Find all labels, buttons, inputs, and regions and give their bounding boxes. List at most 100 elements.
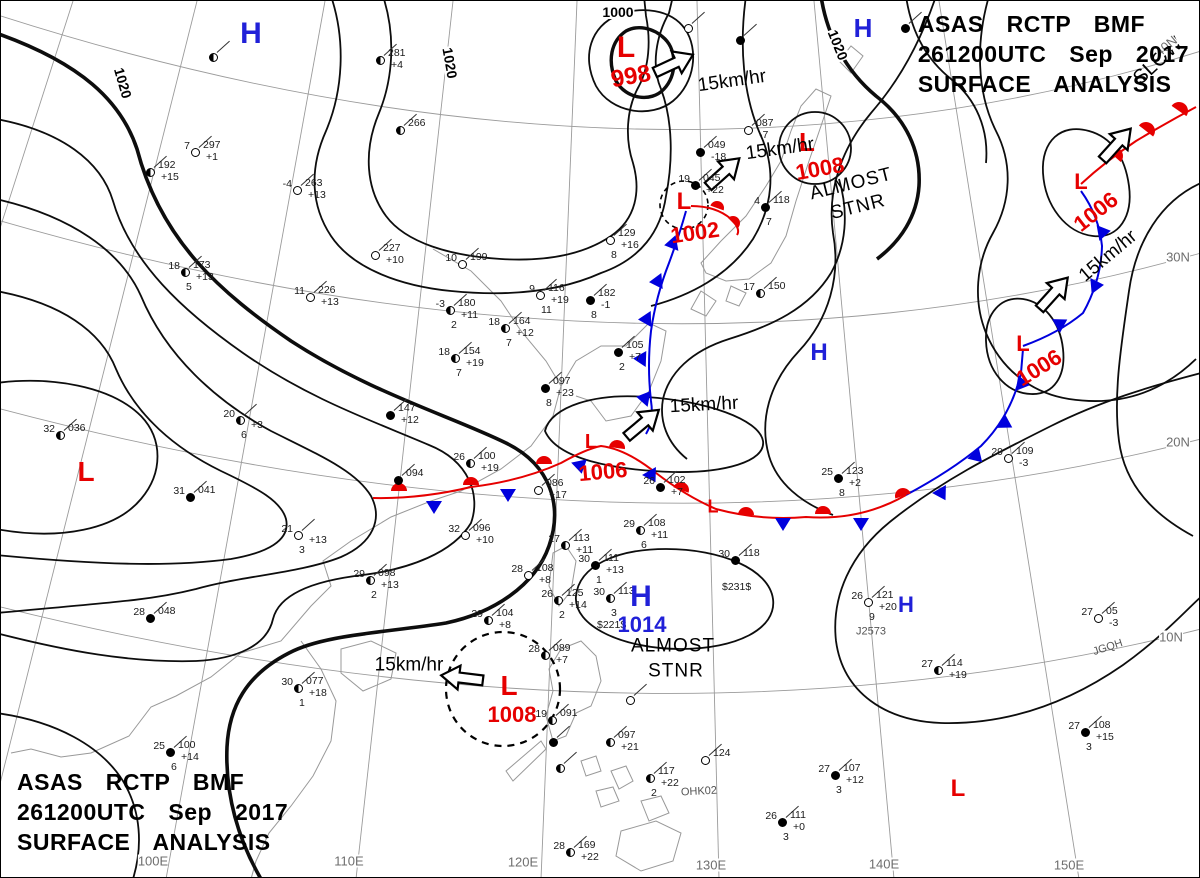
station-d: 8 (839, 487, 845, 499)
station-d: 5 (186, 281, 192, 293)
map-label-grid: 130E (695, 857, 727, 873)
station-d: 8 (591, 309, 597, 321)
station-td: +20 (879, 601, 897, 613)
map-label-grid: 140E (868, 856, 900, 872)
station-d: 1 (299, 697, 305, 709)
station-td: +14 (569, 599, 587, 611)
movement-arrow (1097, 127, 1133, 165)
warm-front-pips (391, 102, 1188, 515)
station-d: 8 (546, 397, 552, 409)
station-p: 154 (463, 345, 481, 357)
movement-arrow (1034, 276, 1070, 314)
station-p: 281 (388, 47, 406, 59)
station-t: 17 (743, 281, 755, 293)
station-d: 6 (171, 761, 177, 773)
pressure-center-l: L (616, 30, 636, 64)
station-cc f (1081, 728, 1090, 737)
station-p: 117 (658, 765, 675, 777)
map-label-grid: 150E (1053, 857, 1085, 873)
station-m: $231$ (722, 581, 752, 593)
station-td: +8 (499, 619, 511, 631)
pressure-center-h: H (853, 12, 873, 43)
map-label-move: 15km/hr (669, 392, 739, 418)
map-label-grid: 20N (1166, 434, 1190, 450)
station-td: +19 (551, 294, 569, 306)
pressure-center-h: H (898, 592, 914, 618)
map-label-region: ALMOST (630, 635, 716, 657)
station-p: 05 (1106, 605, 1118, 617)
map-label-region: STNR (648, 660, 704, 682)
station-t: 30 (718, 548, 730, 560)
station-p: 041 (198, 484, 216, 496)
station-td: +19 (481, 462, 499, 474)
station-t: 32 (43, 423, 55, 435)
station-cc h (181, 268, 190, 277)
station-cc h (466, 459, 475, 468)
station-cc f (691, 181, 700, 190)
station-p: 094 (406, 467, 424, 479)
station-cc h (646, 774, 655, 783)
station-td: +22 (581, 851, 599, 863)
station-t: 28 (511, 563, 523, 575)
station-m: $221$ (597, 619, 627, 631)
title-line-2: 261200UTC Sep 2017 (17, 799, 289, 825)
station-p: 297 (203, 139, 221, 151)
pressure-center-l: L (707, 496, 719, 517)
station-p: 107 (843, 762, 861, 774)
station-td: +13 (381, 579, 399, 591)
station-cc h (566, 848, 575, 857)
station-td: +13 (321, 296, 339, 308)
station-p: 111 (790, 809, 806, 821)
cold-front-pips (426, 225, 1111, 531)
station-td: +19 (949, 669, 967, 681)
station-p: 097 (618, 729, 636, 741)
station-cc (306, 293, 315, 302)
station-cc f (834, 474, 843, 483)
station-t: 25 (821, 466, 833, 478)
station-cc h (554, 596, 563, 605)
station-cc f (831, 771, 840, 780)
station-t: -3 (435, 298, 445, 310)
station-cc (534, 486, 543, 495)
station-td: +3 (251, 419, 263, 431)
station-td: +8 (539, 574, 551, 586)
station-t: 28 (528, 643, 540, 655)
station-t: 18 (488, 316, 500, 328)
station-cc h (484, 616, 493, 625)
station-t: 26 (541, 588, 553, 600)
station-p: 182 (598, 287, 616, 299)
station-td: -7 (759, 129, 769, 141)
station-t: 11 (294, 285, 305, 297)
station-cc (626, 696, 635, 705)
station-td: +13 (606, 564, 624, 576)
station-p: 123 (846, 465, 864, 477)
station-p: 108 (648, 517, 666, 529)
station-p: 226 (318, 284, 336, 296)
station-t: -4 (282, 178, 292, 190)
station-td: +7 (556, 654, 568, 666)
station-cc h (146, 168, 155, 177)
station-td: +10 (386, 254, 404, 266)
station-td: +13 (308, 189, 326, 201)
movement-arrow (703, 156, 741, 192)
station-cc h (446, 306, 455, 315)
station-cc h (934, 666, 943, 675)
station-cc f (166, 748, 175, 757)
station-t: 21 (281, 523, 293, 535)
map-label-ship: OHK02 (680, 784, 718, 799)
station-cc h (606, 738, 615, 747)
station-cc f (761, 203, 770, 212)
pressure-center-h: H (630, 579, 652, 613)
pressure-center-l: L (1074, 169, 1088, 195)
title-block-bottom-left: ASAS RCTP BMF 261200UTC Sep 2017 SURFACE… (17, 767, 288, 857)
movement-arrow (651, 50, 695, 79)
station-p: 077 (306, 675, 324, 687)
warm-front-line-northeast (1080, 106, 1197, 185)
stationary-front-line (372, 444, 907, 519)
station-t: 26 (453, 451, 465, 463)
station-cc (371, 251, 380, 260)
station-p: 147 (398, 402, 416, 414)
fronts (372, 102, 1197, 531)
station-p: 173 (193, 259, 211, 271)
station-d: 2 (451, 319, 457, 331)
